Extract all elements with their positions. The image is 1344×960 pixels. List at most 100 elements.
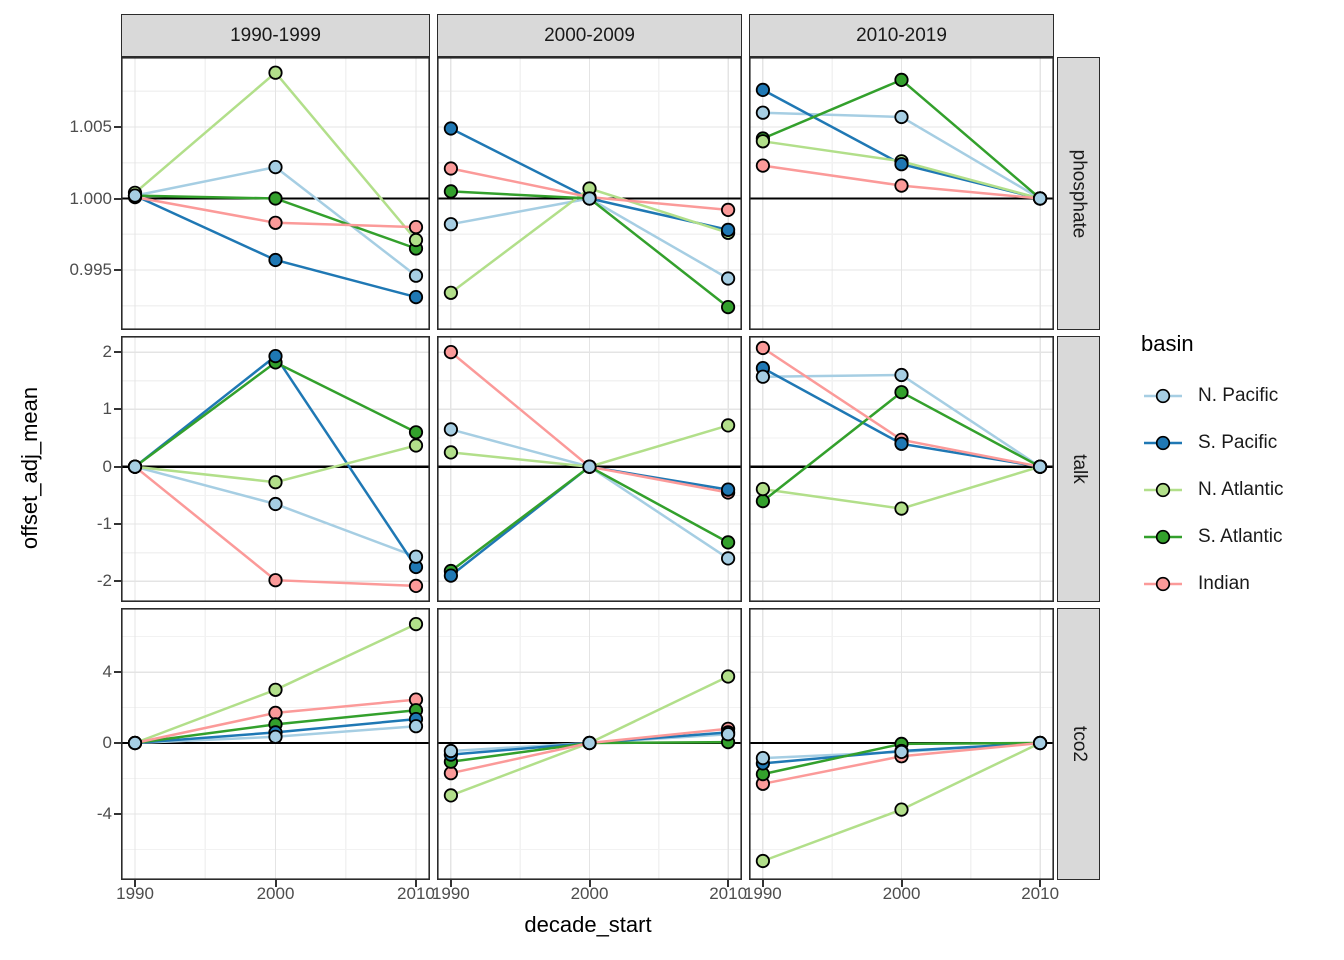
data-point-Indian — [268, 705, 283, 721]
x-tick-mark — [900, 880, 903, 887]
y-tick-label: 1.000 — [69, 188, 112, 208]
data-point-S. Pacific — [755, 82, 770, 98]
legend-item-n-pacific: N. Pacific — [1141, 372, 1284, 419]
facet-strip-label: 2000-2009 — [544, 24, 635, 46]
data-point-N. Pacific — [408, 719, 424, 734]
x-tick-mark — [274, 880, 277, 887]
facet-strip-label: phosphate — [1068, 149, 1090, 238]
y-tick-label: -4 — [96, 803, 112, 823]
legend-item-n-atlantic: N. Atlantic — [1141, 466, 1284, 513]
data-point-Indian — [443, 766, 458, 781]
data-point-N. Pacific — [894, 109, 909, 125]
facet-panel-tco2-1990-1999 — [121, 608, 430, 880]
facet-panel-phosphate-2000-2009 — [437, 57, 742, 330]
legend-item-indian: Indian — [1141, 560, 1284, 607]
x-tick-label: 2000 — [570, 884, 609, 903]
facet-strip-label: tco2 — [1068, 726, 1090, 762]
data-point-Indian — [443, 161, 458, 176]
y-tick-mark — [114, 268, 121, 271]
y-tick-mark — [114, 197, 121, 200]
data-point-N. Pacific — [720, 551, 736, 566]
data-point-S. Atlantic — [894, 385, 909, 400]
data-point-N. Pacific — [443, 422, 458, 437]
data-point-N. Pacific — [127, 188, 143, 203]
data-point-N. Atlantic — [408, 438, 424, 453]
data-point-S. Pacific — [894, 157, 909, 172]
data-point-N. Pacific — [1032, 735, 1048, 751]
facet-strip-col-2000-2009: 2000-2009 — [437, 14, 742, 57]
data-point-N. Pacific — [582, 191, 597, 206]
data-point-N. Pacific — [582, 735, 597, 751]
data-point-N. Pacific — [1032, 191, 1048, 206]
legend-item-label: S. Atlantic — [1198, 525, 1283, 547]
data-point-N. Pacific — [408, 268, 424, 283]
data-point-N. Pacific — [408, 549, 424, 564]
y-tick-mark — [114, 351, 121, 354]
y-tick-label: 0 — [102, 456, 112, 476]
data-point-N. Pacific — [755, 751, 770, 766]
x-tick-label: 2000 — [256, 884, 295, 903]
data-point-N. Atlantic — [408, 617, 424, 632]
legend-item-label: Indian — [1198, 572, 1250, 594]
legend-item-s-pacific: S. Pacific — [1141, 419, 1284, 466]
data-point-Indian — [268, 573, 283, 588]
facet-panel-talk-2010-2019 — [749, 336, 1054, 602]
data-point-Indian — [755, 158, 770, 173]
line-point-key-icon — [1144, 435, 1182, 450]
legend-item-label: N. Atlantic — [1198, 478, 1284, 500]
facet-panel-talk-2000-2009 — [437, 336, 742, 602]
data-point-N. Atlantic — [894, 802, 909, 817]
x-axis-title: decade_start — [524, 912, 652, 937]
y-tick-label: 2 — [102, 342, 112, 362]
data-point-Indian — [720, 202, 736, 217]
x-tick-mark — [134, 880, 137, 887]
legend-item-label: N. Pacific — [1198, 384, 1279, 406]
facet-panel-talk-1990-1999 — [121, 336, 430, 602]
data-point-N. Pacific — [720, 727, 736, 742]
x-tick-label: 1990 — [743, 884, 782, 903]
data-point-S. Pacific — [268, 349, 283, 364]
facet-panel-phosphate-1990-1999 — [121, 57, 430, 330]
data-point-N. Pacific — [127, 735, 143, 751]
data-point-S. Atlantic — [443, 184, 458, 199]
facet-panel-tco2-2010-2019 — [749, 608, 1054, 880]
legend-item-s-atlantic: S. Atlantic — [1141, 513, 1284, 560]
data-point-S. Pacific — [720, 482, 736, 497]
y-tick-mark — [114, 580, 121, 583]
data-point-N. Atlantic — [268, 475, 283, 490]
facet-strip-col-2010-2019: 2010-2019 — [749, 14, 1054, 57]
data-point-N. Atlantic — [720, 669, 736, 684]
data-point-N. Atlantic — [268, 682, 283, 697]
data-point-Indian — [755, 340, 770, 356]
data-point-S. Atlantic — [408, 425, 424, 440]
y-tick-label: 0.995 — [69, 259, 112, 279]
data-point-N. Atlantic — [755, 482, 770, 497]
y-tick-label: 4 — [102, 662, 112, 682]
line-point-key-icon — [1144, 388, 1182, 403]
data-point-S. Atlantic — [755, 494, 770, 509]
x-tick-label: 1990 — [431, 884, 470, 903]
data-point-N. Pacific — [268, 729, 283, 744]
data-point-N. Pacific — [755, 369, 770, 384]
y-tick-mark — [114, 465, 121, 468]
data-point-N. Atlantic — [408, 232, 424, 248]
data-point-S. Atlantic — [268, 191, 283, 206]
facet-strip-row-tco2: tco2 — [1057, 608, 1100, 880]
data-point-N. Pacific — [268, 496, 283, 512]
y-tick-label: -1 — [96, 514, 112, 534]
facet-strip-row-talk: talk — [1057, 336, 1100, 602]
data-point-S. Pacific — [894, 436, 909, 451]
legend-title: basin — [1141, 331, 1194, 356]
y-tick-mark — [114, 126, 121, 129]
data-point-N. Pacific — [443, 743, 458, 759]
data-point-S. Pacific — [443, 121, 458, 136]
data-point-S. Atlantic — [894, 72, 909, 88]
x-tick-label: 1990 — [116, 884, 154, 903]
line-point-key-icon — [1144, 529, 1182, 544]
facet-panel-phosphate-2010-2019 — [749, 57, 1054, 330]
data-point-N. Pacific — [443, 217, 458, 232]
data-point-S. Pacific — [268, 252, 283, 268]
data-point-S. Pacific — [443, 568, 458, 583]
y-tick-mark — [114, 742, 121, 745]
y-tick-mark — [114, 671, 121, 674]
